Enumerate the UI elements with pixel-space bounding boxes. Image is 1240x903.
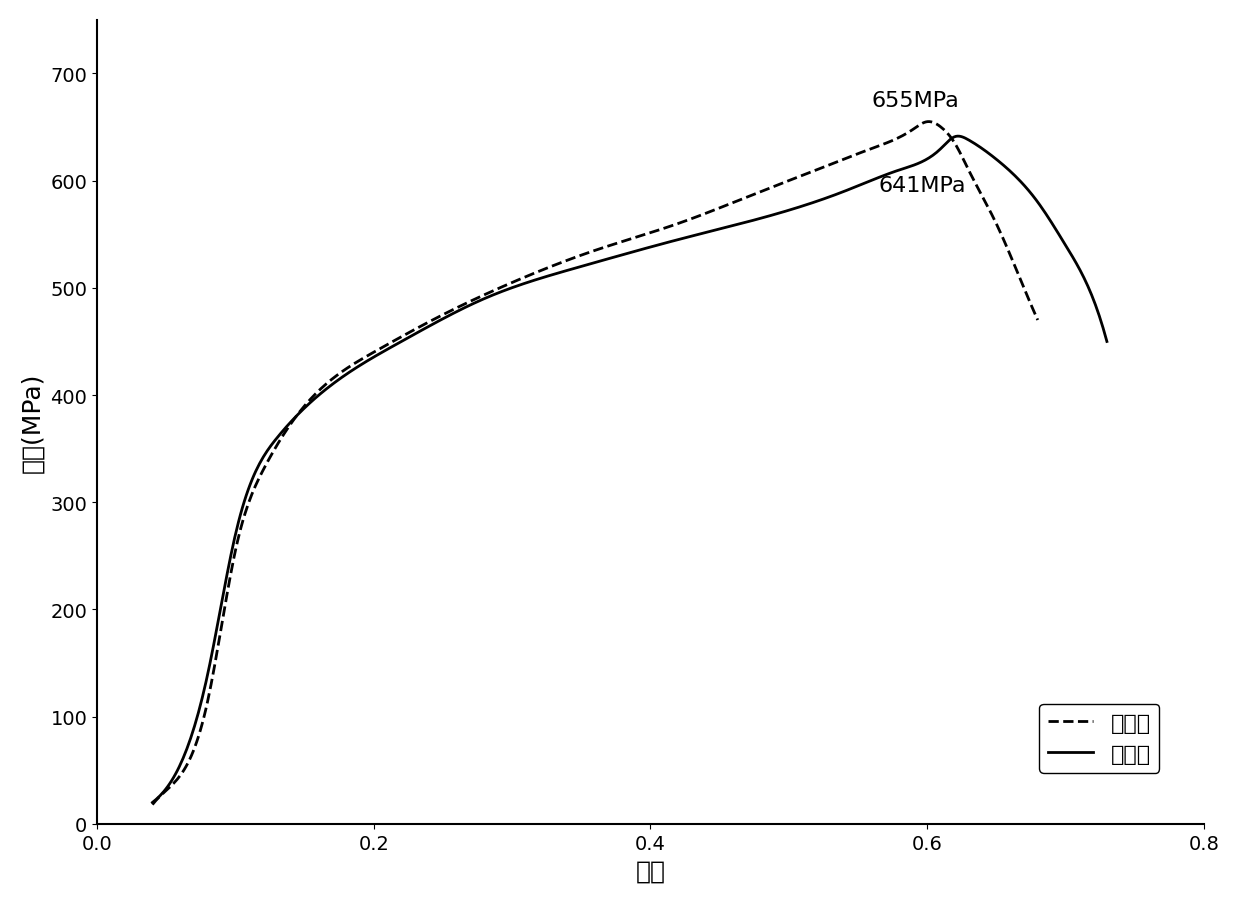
处理前	[950, 132, 965, 143]
处理后	[624, 234, 639, 245]
处理前	[1100, 337, 1115, 348]
处理前	[661, 237, 676, 248]
处理前	[145, 797, 160, 808]
处理后	[1030, 315, 1045, 326]
处理后	[870, 142, 885, 153]
Line: 处理前: 处理前	[153, 137, 1107, 803]
X-axis label: 应变: 应变	[635, 858, 666, 882]
处理后	[570, 252, 585, 263]
处理后	[145, 799, 160, 810]
处理后	[923, 117, 937, 128]
Text: 641MPa: 641MPa	[879, 176, 966, 196]
处理前	[599, 255, 614, 265]
处理后	[672, 219, 687, 229]
Line: 处理后: 处理后	[153, 123, 1038, 805]
处理前	[1079, 277, 1094, 288]
Y-axis label: 应力(MPa): 应力(MPa)	[21, 372, 45, 472]
处理后	[565, 254, 580, 265]
处理前	[713, 224, 728, 235]
处理前	[928, 149, 942, 160]
Text: 655MPa: 655MPa	[872, 90, 960, 110]
Legend: 处理后, 处理前: 处理后, 处理前	[1039, 704, 1159, 773]
处理后	[1011, 269, 1025, 280]
处理前	[604, 253, 619, 264]
